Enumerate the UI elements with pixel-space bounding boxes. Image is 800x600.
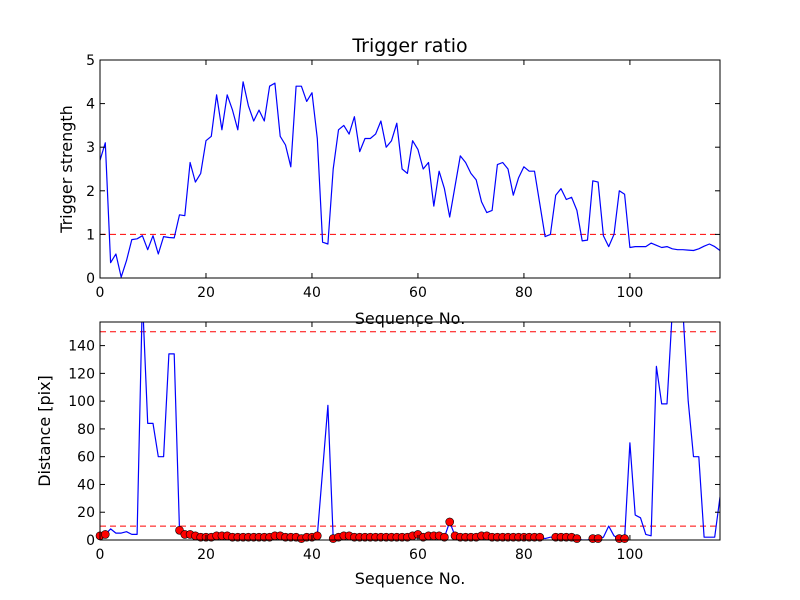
top-y-ticks: 0 1 2 3 4 5 — [86, 53, 720, 287]
top-y-tick-label: 4 — [86, 97, 95, 113]
top-x-tick-label: 80 — [515, 285, 533, 301]
bottom-y-tick-label: 20 — [77, 505, 95, 521]
bottom-marker-point — [445, 517, 455, 527]
top-y-tick-label: 3 — [86, 140, 95, 156]
bottom-x-tick-label: 40 — [303, 547, 321, 563]
top-x-tick-label: 60 — [409, 285, 427, 301]
top-axes-frame — [99, 59, 721, 279]
top-chart: Trigger ratio 0 20 40 60 80 100 0 1 2 3 4 5 Sequen… — [57, 35, 721, 328]
bottom-plot-area — [95, 322, 720, 543]
bottom-axes-frame — [99, 321, 721, 541]
bottom-marker-point — [101, 530, 110, 539]
top-chart-title: Trigger ratio — [351, 35, 467, 57]
top-x-tick-label: 20 — [197, 285, 215, 301]
bottom-x-tick-label: 80 — [515, 547, 533, 563]
bottom-x-tick-label: 0 — [96, 547, 105, 563]
bottom-y-axis-label: Distance [pix] — [35, 375, 54, 487]
bottom-x-tick-label: 60 — [409, 547, 427, 563]
bottom-marker-point — [440, 532, 449, 542]
bottom-y-tick-label: 100 — [68, 394, 95, 410]
top-y-tick-label: 5 — [86, 53, 95, 69]
bottom-marker-point — [312, 531, 322, 541]
bottom-y-ticks: 0 20 40 60 80 100 120 140 — [68, 339, 720, 549]
top-x-tick-label: 0 — [96, 285, 105, 301]
top-x-tick-label: 100 — [617, 285, 644, 301]
top-series-line — [100, 81, 720, 278]
bottom-marker-point — [535, 532, 545, 542]
bottom-y-tick-label: 0 — [86, 533, 95, 549]
top-y-tick-label: 0 — [86, 271, 95, 287]
bottom-x-tick-label: 100 — [617, 547, 644, 563]
bottom-y-tick-label: 120 — [68, 366, 95, 382]
bottom-x-tick-label: 20 — [197, 547, 215, 563]
top-y-tick-label: 2 — [86, 184, 95, 200]
top-y-tick-label: 1 — [86, 227, 95, 243]
bottom-x-axis-label: Sequence No. — [355, 569, 466, 588]
top-x-tick-label: 40 — [303, 285, 321, 301]
top-x-axis-label: Sequence No. — [355, 309, 466, 328]
bottom-y-tick-label: 40 — [77, 477, 95, 493]
bottom-marker-point — [572, 534, 582, 543]
bottom-x-ticks: 0 20 40 60 80 100 — [96, 322, 644, 563]
top-y-axis-label: Trigger strength — [57, 105, 76, 234]
bottom-chart: 0 20 40 60 80 100 0 20 40 60 80 100 120 140 Sequence… — [35, 321, 721, 588]
top-x-ticks: 0 20 40 60 80 100 — [96, 60, 644, 301]
top-plot-area — [100, 81, 720, 278]
bottom-y-tick-label: 60 — [77, 450, 95, 466]
bottom-marker-point — [593, 534, 603, 543]
bottom-y-tick-label: 80 — [77, 422, 95, 438]
bottom-marker-point — [620, 534, 629, 543]
bottom-series-line — [100, 322, 720, 540]
bottom-y-tick-label: 140 — [68, 339, 95, 355]
